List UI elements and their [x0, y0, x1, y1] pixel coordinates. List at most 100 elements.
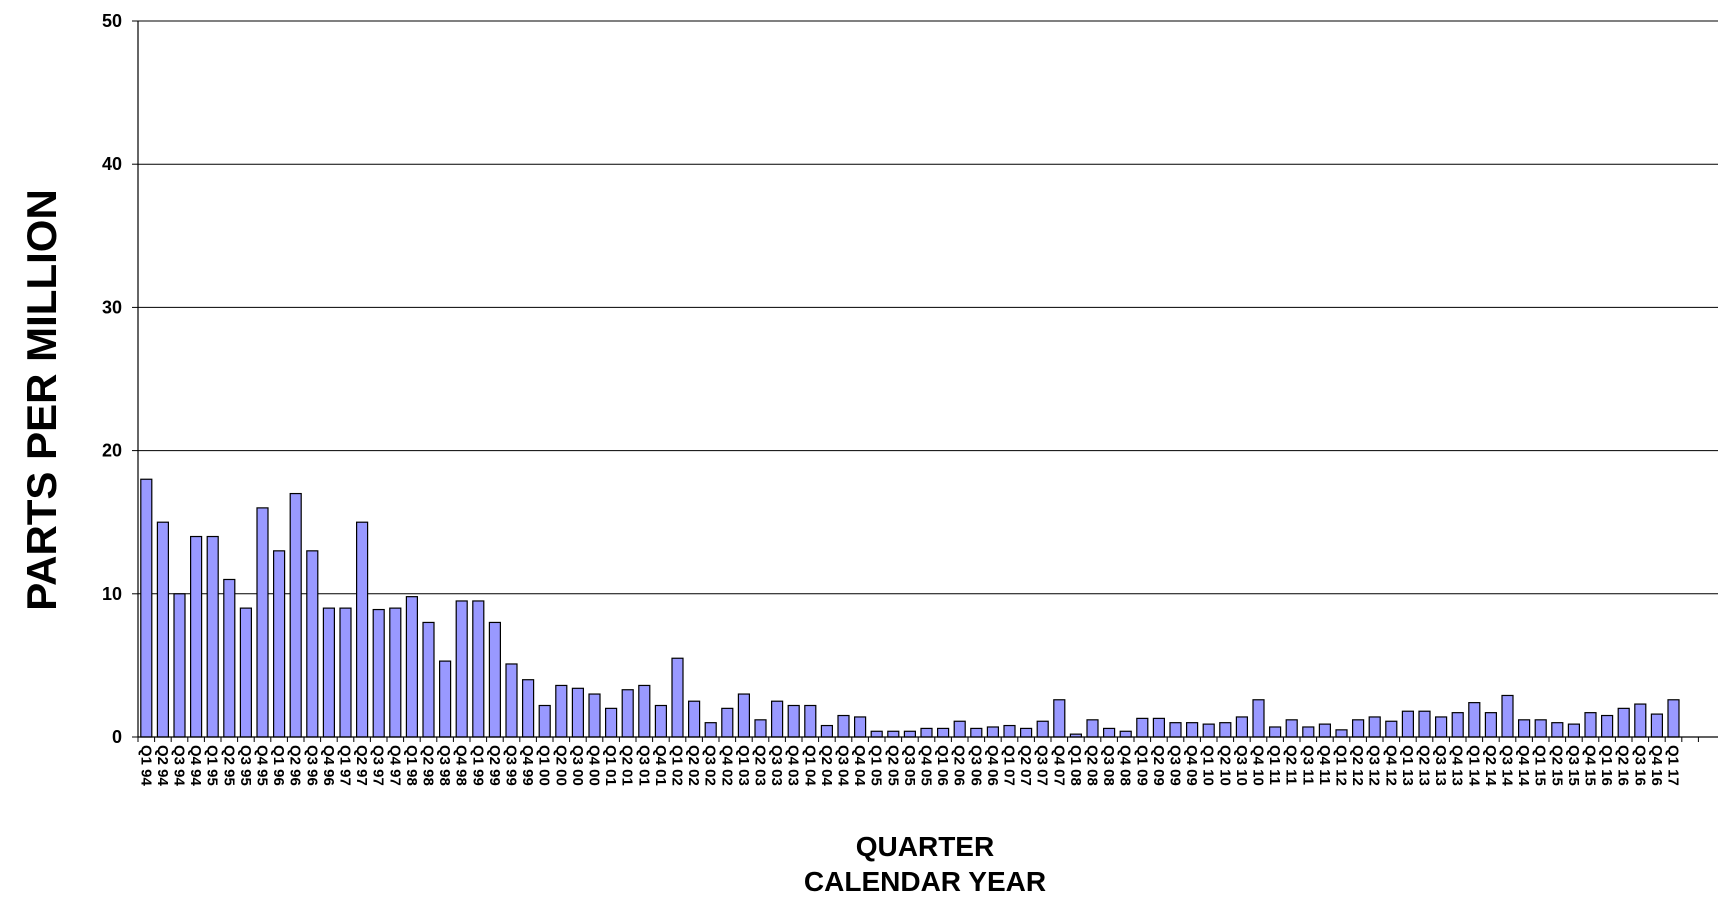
bar — [389, 607, 402, 738]
y-tick-label: 20 — [102, 441, 122, 461]
x-tick-label: Q1 98 — [403, 745, 420, 786]
bar — [1185, 722, 1199, 738]
x-tick-label: Q4 07 — [1050, 745, 1067, 786]
x-tick-label: Q1 15 — [1532, 745, 1549, 786]
x-tick-label: Q2 05 — [884, 745, 901, 786]
x-tick-label: Q1 05 — [868, 745, 885, 786]
gridlines — [132, 20, 1718, 738]
bar — [273, 550, 286, 738]
x-tick-label: Q2 07 — [1017, 745, 1034, 786]
bars — [140, 478, 1680, 738]
x-tick-label: Q4 08 — [1117, 745, 1134, 786]
x-tick-label: Q1 17 — [1665, 745, 1682, 786]
bar — [422, 621, 435, 738]
y-tick-labels: 0 10 20 30 40 50 — [102, 11, 122, 747]
bar — [936, 727, 950, 738]
bar — [1567, 723, 1581, 738]
bar — [322, 607, 335, 738]
x-tick-label: Q4 03 — [785, 745, 802, 786]
bar — [1650, 713, 1664, 738]
x-tick-label: Q2 94 — [154, 745, 171, 787]
x-tick-label: Q2 13 — [1416, 745, 1433, 786]
x-tick-label: Q4 11 — [1316, 745, 1333, 785]
x-tick-label: Q3 03 — [768, 745, 785, 786]
bar — [1385, 720, 1398, 738]
x-tick-label: Q2 99 — [486, 745, 503, 786]
x-tick-label: Q3 98 — [436, 745, 453, 786]
x-tick-label: Q4 00 — [586, 745, 603, 786]
x-tick-label: Q3 12 — [1366, 745, 1383, 786]
x-tick-label: Q2 15 — [1548, 745, 1565, 786]
x-tick-label: Q3 05 — [901, 745, 918, 786]
x-tick-label: Q1 03 — [735, 745, 752, 786]
bar — [405, 596, 418, 738]
x-tick-label: Q1 95 — [204, 745, 221, 786]
bar — [1584, 712, 1597, 738]
x-tick-label: Q4 15 — [1582, 745, 1599, 786]
bar — [372, 608, 385, 738]
bar — [671, 657, 684, 738]
bar — [1451, 712, 1464, 738]
x-tick-label: Q3 15 — [1565, 745, 1582, 786]
x-tick-label: Q1 09 — [1133, 745, 1150, 786]
x-tick-label: Q1 02 — [669, 745, 686, 786]
x-tick-label: Q4 97 — [386, 745, 403, 786]
y-tick-label: 0 — [112, 727, 122, 747]
y-tick-label: 10 — [102, 584, 122, 604]
bar — [687, 700, 701, 738]
x-tick-label: Q1 13 — [1399, 745, 1416, 786]
x-tick-label: Q2 95 — [220, 745, 237, 786]
x-tick-label: Q2 08 — [1084, 745, 1101, 786]
x-tick-label: Q1 07 — [1001, 745, 1018, 786]
bar — [555, 684, 568, 738]
bar — [1534, 719, 1547, 738]
bar — [770, 700, 784, 738]
x-tick-label: Q4 05 — [918, 745, 935, 786]
bar — [1401, 710, 1415, 738]
bar — [920, 727, 933, 738]
bar — [1119, 730, 1132, 738]
bar — [1285, 719, 1298, 738]
x-tick-label: Q2 98 — [420, 745, 437, 786]
x-axis-title-line-1: QUARTER — [856, 831, 994, 862]
x-tick-label: Q4 04 — [851, 745, 868, 787]
x-tick-label: Q1 01 — [602, 745, 619, 786]
bar — [1667, 699, 1680, 738]
bar — [1169, 722, 1182, 738]
x-tick-label: Q3 16 — [1631, 745, 1648, 786]
bar — [488, 621, 501, 738]
x-tick-label: Q1 04 — [801, 745, 818, 787]
bar — [571, 687, 585, 738]
bar — [1003, 724, 1016, 738]
bar — [239, 607, 252, 738]
bar — [1634, 703, 1647, 738]
bar — [1318, 723, 1332, 738]
bar — [1484, 712, 1498, 738]
bar — [256, 507, 269, 738]
axes — [137, 21, 1718, 742]
bar — [903, 730, 917, 738]
bar — [1617, 707, 1630, 738]
bar — [156, 521, 169, 738]
x-tick-label: Q4 16 — [1648, 745, 1665, 786]
x-tick-label: Q4 14 — [1515, 745, 1532, 787]
x-tick-label: Q4 10 — [1250, 745, 1267, 786]
x-tick-label: Q3 94 — [171, 745, 188, 787]
x-tick-label: Q3 09 — [1167, 745, 1184, 786]
y-tick-label: 40 — [102, 154, 122, 174]
bar — [986, 726, 1000, 738]
bar — [1102, 727, 1116, 738]
x-tick-label: Q2 03 — [752, 745, 769, 786]
bar — [173, 593, 186, 738]
bar — [804, 704, 817, 738]
x-tick-label: Q1 11 — [1266, 745, 1283, 785]
x-tick-label: Q3 11 — [1299, 745, 1316, 785]
x-tick-label: Q2 14 — [1482, 745, 1499, 787]
bar — [1351, 719, 1365, 738]
bar — [1600, 714, 1614, 738]
x-tick-label: Q1 16 — [1598, 745, 1615, 786]
x-tick-label: Q4 01 — [652, 745, 669, 786]
bar — [1517, 719, 1531, 738]
bar — [853, 716, 867, 738]
x-tick-label: Q3 08 — [1100, 745, 1117, 786]
